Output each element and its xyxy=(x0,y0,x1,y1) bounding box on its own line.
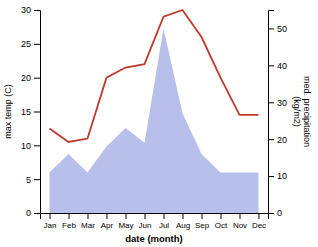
y-axis: 0 5 10 15 20 25 30 xyxy=(21,5,41,218)
tick-mark xyxy=(34,179,40,180)
y2-axis-title-line: (kg/m2) xyxy=(292,96,302,127)
tick: 0 xyxy=(26,208,40,218)
tick-mark xyxy=(126,213,127,219)
tick: Sep xyxy=(195,213,210,230)
tick-label: Jul xyxy=(159,221,169,230)
tick-label: 25 xyxy=(21,39,31,49)
tick-label: 50 xyxy=(277,24,287,34)
tick-label: Sep xyxy=(195,221,210,230)
tick: Feb xyxy=(62,213,76,230)
tick-mark xyxy=(268,213,274,214)
tick: Jun xyxy=(139,213,152,230)
tick-label: Jun xyxy=(139,221,152,230)
tick-mark xyxy=(145,213,146,219)
temperature-line xyxy=(50,10,259,142)
tick: 25 xyxy=(21,39,40,49)
tick-mark xyxy=(268,28,274,29)
tick: Jan xyxy=(44,213,57,230)
tick-label: 15 xyxy=(21,107,31,117)
x-axis-title: date (month) xyxy=(125,233,183,244)
tick: 10 xyxy=(268,171,287,181)
tick: 40 xyxy=(268,61,287,71)
tick-label: Mar xyxy=(81,221,95,230)
y2-axis: 0 10 20 30 40 50 xyxy=(268,11,287,219)
tick-mark xyxy=(221,213,222,219)
tick: 5 xyxy=(26,175,40,185)
tick-mark xyxy=(34,213,40,214)
axis-line xyxy=(34,11,41,214)
tick-label: 10 xyxy=(21,141,31,151)
x-axis: Jan Feb Mar Apr May Jun Jul Aug Sep Oct Nov Dec xyxy=(41,213,269,230)
tick-label: 20 xyxy=(277,135,287,145)
tick: Nov xyxy=(233,213,247,230)
tick-label: 40 xyxy=(277,61,287,71)
tick: 50 xyxy=(268,24,287,34)
tick-mark xyxy=(183,213,184,219)
tick-label: 10 xyxy=(277,171,287,181)
tick-mark xyxy=(88,213,89,219)
tick-mark xyxy=(107,213,108,219)
tick-mark xyxy=(69,213,70,219)
tick-mark xyxy=(164,213,165,219)
tick-mark xyxy=(34,78,40,79)
tick-mark xyxy=(259,213,260,219)
tick: 15 xyxy=(21,107,40,117)
tick-mark xyxy=(268,102,274,103)
tick-label: 20 xyxy=(21,73,31,83)
tick-label: 0 xyxy=(26,208,31,218)
tick-label: 30 xyxy=(21,5,31,15)
tick-label: 30 xyxy=(277,98,287,108)
tick-label: May xyxy=(118,221,133,230)
tick: 0 xyxy=(268,208,282,218)
tick: Apr xyxy=(101,213,114,230)
tick-mark xyxy=(268,176,274,177)
chart: Jan Feb Mar Apr May Jun Jul Aug Sep Oct Nov Dec 0 5 10… xyxy=(0,0,318,247)
axis-line xyxy=(269,11,275,214)
tick: Mar xyxy=(81,213,95,230)
marks xyxy=(50,10,259,213)
tick: 10 xyxy=(21,141,40,151)
tick-mark xyxy=(268,139,274,140)
tick: Aug xyxy=(176,213,190,230)
tick: 20 xyxy=(268,135,287,145)
tick-label: Aug xyxy=(176,221,190,230)
y2-axis-title: med. precipitation(kg/m2) xyxy=(292,76,312,147)
tick: 20 xyxy=(21,73,40,83)
tick-mark xyxy=(34,44,40,45)
tick-mark xyxy=(202,213,203,219)
line-layer xyxy=(50,10,259,142)
tick-label: Oct xyxy=(215,221,228,230)
tick-label: 5 xyxy=(26,175,31,185)
tick-label: Nov xyxy=(233,221,247,230)
y-axis-title: max temp (C) xyxy=(3,84,13,139)
tick: Jul xyxy=(159,213,169,230)
tick-mark xyxy=(268,65,274,66)
tick-mark xyxy=(34,145,40,146)
tick-mark xyxy=(34,10,40,11)
tick: Oct xyxy=(215,213,228,230)
tick-label: Dec xyxy=(252,221,266,230)
tick: May xyxy=(118,213,133,230)
precipitation-area xyxy=(50,28,259,213)
tick: Dec xyxy=(252,213,266,230)
tick-label: Feb xyxy=(62,221,76,230)
area-layer xyxy=(50,28,259,213)
tick-label: Jan xyxy=(44,221,57,230)
axis-line xyxy=(41,214,269,220)
tick-mark xyxy=(50,213,51,219)
tick: 30 xyxy=(268,98,287,108)
y2-axis-title-line: med. precipitation xyxy=(302,76,312,147)
plot: Jan Feb Mar Apr May Jun Jul Aug Sep Oct Nov Dec 0 5 10… xyxy=(3,5,312,244)
tick-label: Apr xyxy=(101,221,114,230)
tick-mark xyxy=(240,213,241,219)
tick: 30 xyxy=(21,5,40,15)
tick-label: 0 xyxy=(277,208,282,218)
tick-mark xyxy=(34,112,40,113)
